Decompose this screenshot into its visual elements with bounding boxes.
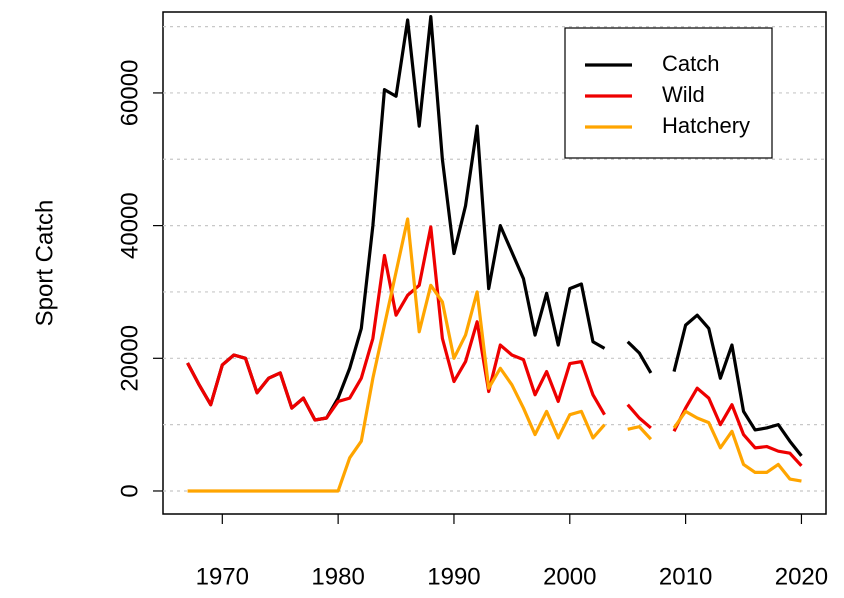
legend-label: Wild [662, 82, 705, 107]
legend-label: Catch [662, 51, 719, 76]
x-tick-label: 1980 [311, 563, 364, 590]
legend-box [564, 27, 773, 159]
x-tick-label: 2000 [543, 563, 596, 590]
series-line [186, 225, 803, 467]
y-tick-label: 60000 [116, 60, 143, 127]
x-tick-label: 1990 [427, 563, 480, 590]
y-tick-label: 20000 [116, 325, 143, 392]
x-tick-label: 2010 [659, 563, 712, 590]
x-tick-label: 2020 [775, 563, 828, 590]
y-tick-label: 0 [116, 484, 143, 497]
legend-label: Hatchery [662, 113, 750, 138]
series-line [187, 217, 802, 493]
y-axis-label: Sport Catch [31, 200, 58, 327]
y-tick-label: 40000 [116, 192, 143, 259]
x-tick-label: 1970 [196, 563, 249, 590]
plot-frame [162, 11, 827, 515]
